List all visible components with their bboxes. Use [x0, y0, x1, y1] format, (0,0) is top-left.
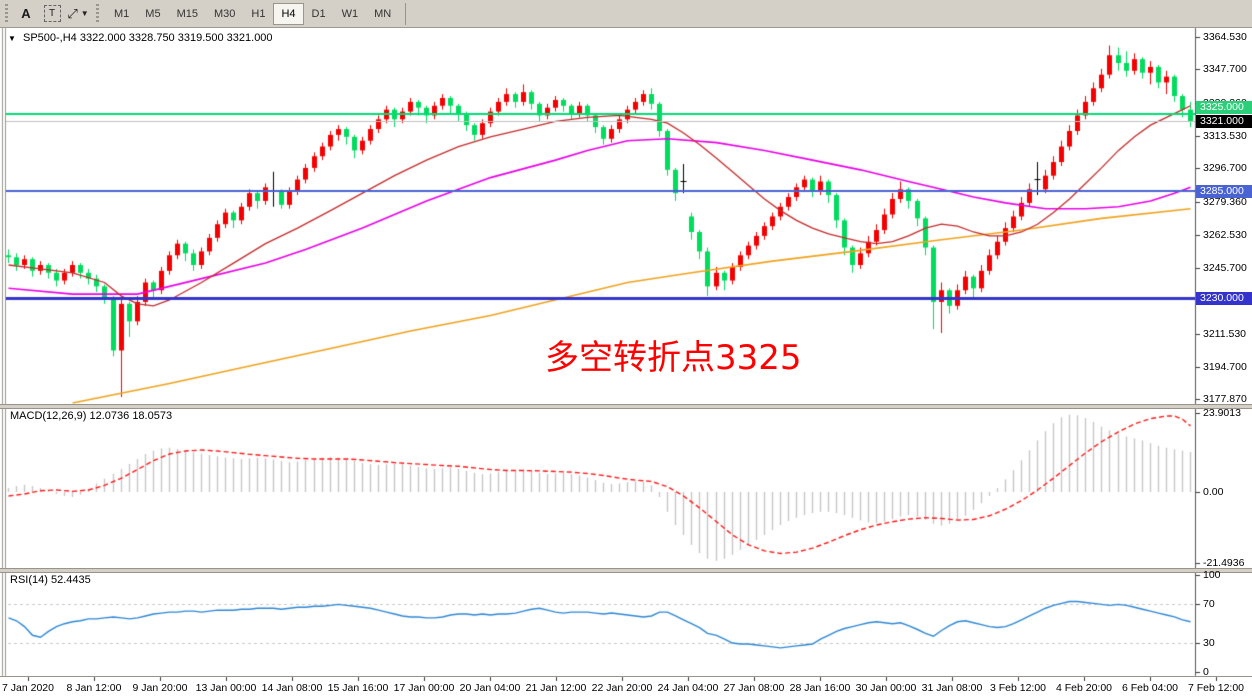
price-tick-label: 3347.700	[1203, 63, 1247, 76]
toolbar-separator	[405, 2, 407, 25]
timeframe-w1[interactable]: W1	[341, 7, 359, 20]
macd-label: MACD(12,26,9) 12.0736 18.0573	[10, 410, 172, 422]
time-axis-label: 15 Jan 16:00	[327, 682, 389, 694]
time-axis-label: 7 Jan 2020	[2, 682, 54, 694]
time-axis-label: 14 Jan 08:00	[261, 682, 323, 694]
annotation-text[interactable]: 多空转折点3325	[545, 338, 802, 378]
time-axis-label: 9 Jan 20:00	[132, 682, 188, 694]
macd-tick-label: 0.00	[1203, 486, 1224, 498]
time-axis-label: 27 Jan 08:00	[723, 682, 785, 694]
timeframe-h4[interactable]: H4	[273, 2, 304, 25]
crosshair-tool-button[interactable]: ⤢ ▼	[66, 3, 90, 25]
rsi-tick-label: 100	[1203, 569, 1221, 582]
timeframe-mn[interactable]: MN	[374, 7, 392, 20]
timeframe-h1[interactable]: H1	[251, 7, 266, 20]
timeframe-toolbar-grip[interactable]	[96, 3, 99, 24]
text-tool-icon: T	[43, 5, 61, 22]
price-tick-label: 3177.870	[1203, 393, 1247, 406]
chart-title: ▼ SP500-,H4 3322.000 3328.750 3319.500 3…	[8, 32, 273, 44]
dropdown-caret-icon: ▼	[80, 9, 89, 18]
time-axis-label: 22 Jan 20:00	[591, 682, 653, 694]
toolbar-grip[interactable]	[5, 3, 8, 24]
chart-symbol: SP500-,H4	[22, 32, 77, 44]
time-axis-label: 24 Jan 04:00	[657, 682, 719, 694]
price-tag-3230: 3230.000	[1196, 291, 1252, 305]
macd-name: MACD(12,26,9)	[10, 410, 87, 422]
rsi-value: 52.4435	[50, 574, 91, 586]
price-tick-label: 3313.530	[1203, 129, 1247, 142]
timeframe-m30[interactable]: M30	[213, 7, 236, 20]
timeframe-m15[interactable]: M15	[176, 7, 198, 20]
time-axis-label: 17 Jan 00:00	[393, 682, 455, 694]
time-axis-label: 6 Feb 04:00	[1121, 682, 1179, 694]
rsi-name: RSI(14)	[10, 574, 48, 586]
chart-ohlc: 3322.000 3328.750 3319.500 3321.000	[79, 32, 273, 44]
timeframe-m1[interactable]: M1	[114, 7, 130, 20]
rsi-pane-splitter[interactable]	[0, 568, 1252, 573]
toolbar: A T ⤢ ▼ M1 M5 M15 M30 H1 H4 D1 W1 MN	[0, 0, 1252, 28]
time-axis-label: 4 Feb 20:00	[1055, 682, 1113, 694]
time-axis-label: 31 Jan 08:00	[921, 682, 983, 694]
price-tag-3321: 3321.000	[1196, 114, 1252, 128]
price-tag-3325: 3325.000	[1196, 100, 1252, 114]
rsi-tick-label: 30	[1203, 637, 1215, 650]
time-axis-label: 7 Feb 12:00	[1187, 682, 1245, 694]
price-tag-3285: 3285.000	[1196, 184, 1252, 198]
rsi-tick-label: 0	[1203, 666, 1209, 678]
macd-tick-label: 23.9013	[1203, 407, 1241, 419]
time-axis-label: 28 Jan 16:00	[789, 682, 851, 694]
price-tick-label: 3262.530	[1203, 228, 1247, 241]
rsi-tick-label: 70	[1203, 598, 1215, 611]
diagonal-arrows-icon: ⤢	[67, 5, 78, 21]
timeframe-d1[interactable]: D1	[311, 7, 326, 20]
timeframe-m5[interactable]: M5	[145, 7, 161, 20]
rsi-label: RSI(14) 52.4435	[10, 574, 91, 586]
time-axis-label: 30 Jan 00:00	[855, 682, 917, 694]
macd-signal-value: 18.0573	[132, 410, 173, 422]
text-tool-button[interactable]: T	[40, 3, 64, 25]
time-axis-label: 21 Jan 12:00	[525, 682, 587, 694]
macd-tick-label: -21.4936	[1203, 557, 1245, 570]
price-tick-label: 3279.360	[1203, 196, 1247, 209]
time-axis-label: 13 Jan 00:00	[195, 682, 257, 694]
price-tick-label: 3245.700	[1203, 261, 1247, 274]
price-tick-label: 3194.700	[1203, 360, 1247, 373]
time-axis-label: 8 Jan 12:00	[66, 682, 122, 694]
timeframe-group: M1 M5 M15 M30 H1 H4 D1 W1 MN	[106, 2, 399, 25]
price-tick-label: 3296.700	[1203, 162, 1247, 175]
time-axis-divider	[0, 676, 1252, 677]
macd-pane-splitter[interactable]	[0, 404, 1252, 409]
time-axis-label: 3 Feb 12:00	[989, 682, 1047, 694]
time-axis-label: 20 Jan 04:00	[459, 682, 521, 694]
macd-main-value: 12.0736	[89, 410, 130, 422]
collapse-arrow-icon[interactable]: ▼	[8, 34, 16, 43]
price-tick-label: 3211.530	[1203, 327, 1247, 340]
price-tick-label: 3364.530	[1203, 30, 1247, 43]
cursor-tool-button[interactable]: A	[21, 6, 31, 21]
